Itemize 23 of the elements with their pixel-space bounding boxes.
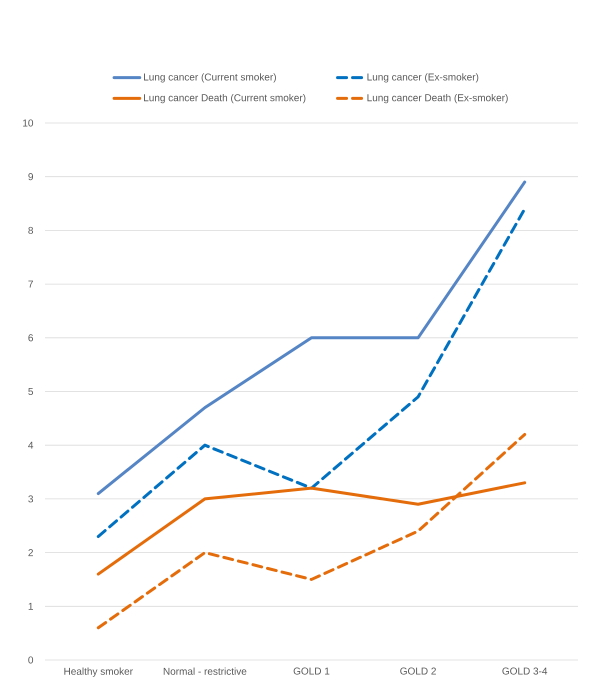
x-tick-label: GOLD 3-4 bbox=[502, 668, 548, 675]
legend-label: Lung cancer (Current smoker) bbox=[144, 73, 276, 83]
x-tick-label: GOLD 2 bbox=[400, 668, 436, 675]
y-tick-label: 3 bbox=[28, 495, 34, 502]
y-tick-label: 0 bbox=[28, 656, 34, 664]
legend-label: Lung cancer Death (Current smoker) bbox=[144, 94, 306, 104]
y-tick-label: 2 bbox=[28, 549, 33, 556]
y-tick-label: 6 bbox=[28, 334, 34, 342]
legend-label: Lung cancer (Ex-smoker) bbox=[367, 73, 478, 83]
y-tick-label: 4 bbox=[28, 442, 34, 449]
y-tick-label: 7 bbox=[28, 280, 33, 288]
y-tick-label: 5 bbox=[28, 388, 34, 395]
x-tick-label: Normal - restrictive bbox=[164, 668, 246, 675]
y-tick-label: 9 bbox=[28, 173, 33, 180]
x-tick-label: GOLD 1 bbox=[294, 668, 330, 675]
y-tick-label: 10 bbox=[23, 119, 34, 127]
legend-label: Lung cancer Death (Ex-smoker) bbox=[367, 94, 508, 104]
line-series bbox=[96, 180, 526, 496]
x-tick-label: Healthy smoker bbox=[64, 668, 133, 677]
y-tick-label: 8 bbox=[28, 226, 34, 234]
line-series bbox=[96, 432, 526, 630]
line-series bbox=[96, 207, 526, 538]
y-tick-label: 1 bbox=[28, 602, 33, 610]
